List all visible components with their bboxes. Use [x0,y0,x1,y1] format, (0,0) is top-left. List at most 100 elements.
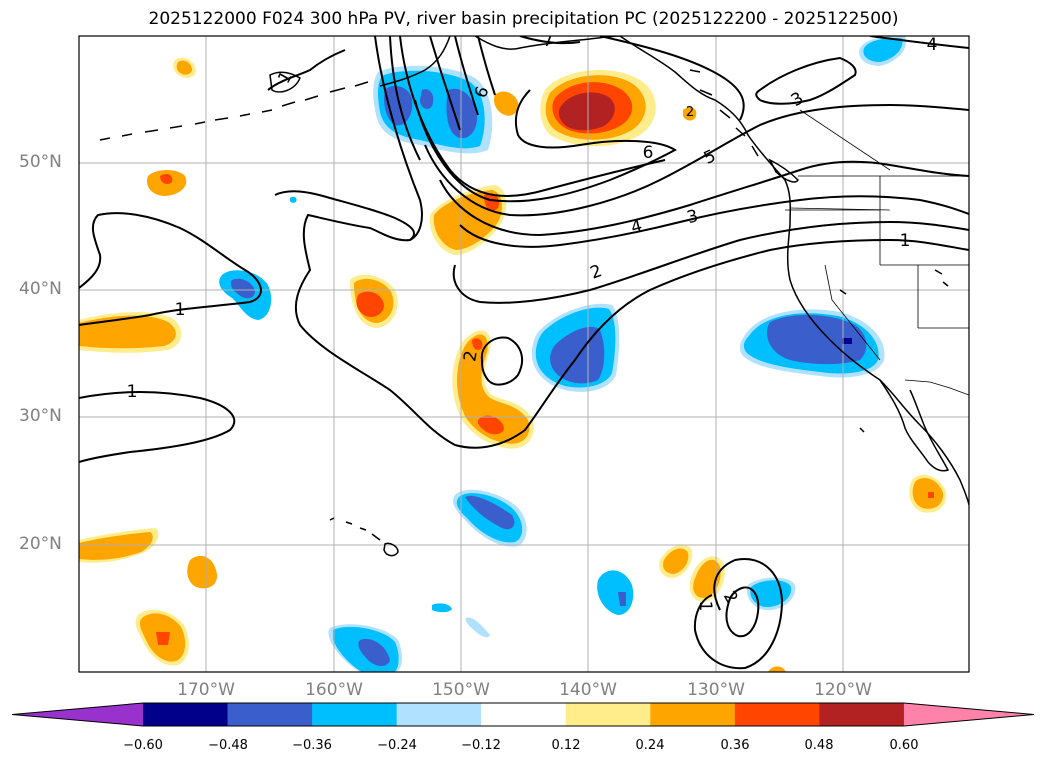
colorbar-bin [819,703,905,726]
pv-contour-2-main [452,220,969,304]
colorbar [11,702,1035,727]
pv-contour-7 [399,36,666,197]
lon-label-140w: 140°W [559,680,617,700]
map-gridlines [79,36,969,672]
precip-blob-positive [472,338,483,350]
pv-contour-3-ne [755,56,857,105]
precip-blob-negative [863,38,903,62]
pv-contour-4 [439,160,969,237]
contour-label: 1 [900,231,911,251]
contour-label: 4 [629,216,645,238]
contour-label: 2 [686,105,694,120]
precip-blob-positive [79,315,176,349]
precip-blob-positive [558,92,615,131]
contour-label: 6 [643,143,654,163]
colorbar-bin [227,703,313,726]
precip-blob-positive [484,193,500,211]
coastline-north-america [619,36,969,506]
coastline-pribilof [269,71,301,93]
precip-blob-positive [187,555,218,589]
precip-blob-positive [663,548,689,574]
precip-blob-positive [928,492,934,498]
colorbar-tick: −0.48 [208,738,248,753]
coastline-baja [879,379,950,472]
colorbar-bin [565,703,651,726]
precip-blob-negative [465,617,490,638]
pv-contour-10 [429,36,461,131]
precip-blob-positive [494,91,519,116]
coastline-ak-islands [689,69,759,157]
pv-contour-7-top [519,36,581,45]
pv-contour-1-big [274,190,969,449]
lon-label-160w: 160°W [305,680,363,700]
precip-shading [79,36,947,672]
pv-contour-3 [459,195,969,248]
contour-label: 2 [719,588,742,607]
lon-label-150w: 150°W [432,680,490,700]
map-title: 2025122000 F024 300 hPa PV, river basin … [148,9,899,29]
colorbar-bin [143,703,229,726]
lon-label-120w: 120°W [814,680,872,700]
pv-contour-11 [454,36,479,116]
pv-contours [79,36,969,670]
lat-label-40n: 40°N [19,279,62,299]
coastline-hawaii [329,517,399,557]
precip-blob-positive [79,532,153,560]
precip-blob-negative [446,88,478,139]
precip-blob-positive [156,632,170,645]
lat-label-30n: 30°N [19,406,62,426]
pv-contour-1-mid [79,391,236,463]
lon-label-130w: 130°W [687,680,745,700]
colorbar-tick: 0.24 [635,738,665,753]
pv-contour-6 [414,89,677,203]
precip-blob-negative [420,89,434,109]
colorbar-bin [650,703,736,726]
colorbar-tick: −0.60 [123,738,163,753]
pv-contour-1-north [267,49,346,91]
colorbar-bin [734,703,820,726]
precip-blob-negative [842,338,852,344]
colorbar-tick: 0.60 [889,738,919,753]
contour-label: 2 [460,349,482,363]
pv-contour-12 [477,36,496,96]
contour-label: 4 [927,35,938,55]
colorbar-bin [312,703,398,726]
colorbar-bin [481,703,567,726]
pv-contour-1-west [79,212,262,326]
coastline-alaska-peninsula [379,36,451,87]
precip-blob-negative [597,570,634,615]
precip-blob-negative [465,495,515,530]
colorbar-tick: 0.48 [804,738,834,753]
pv-contour-9 [374,36,423,241]
colorbar-tick: −0.12 [461,738,501,753]
precip-blob-positive [176,60,192,75]
colorbar-extend-low [12,703,143,726]
pv-contour-4-ne [869,36,969,49]
pv-contour-8 [389,36,421,161]
boundary-us-mexico [904,379,969,396]
contour-label: 1 [127,382,138,402]
contour-label: 3 [685,206,701,228]
colorbar-tick: −0.24 [377,738,417,753]
precip-blob-negative [358,639,390,666]
coastlines [99,36,969,557]
pv-contour-2-sub [725,586,760,638]
lon-label-170w: 170°W [177,680,235,700]
contour-label: 1 [175,300,186,320]
pv-contour-6-top [599,36,745,121]
contour-label: 3 [788,88,807,111]
precip-blob-negative [618,592,626,606]
precip-blob-positive [768,666,786,672]
precip-blob-positive [457,334,530,444]
contour-label: 1 [695,601,715,612]
precip-blob-positive [477,415,504,435]
precip-blob-negative [230,278,255,299]
colorbar-tick: 0.12 [551,738,581,753]
colorbar-tick: −0.36 [292,738,332,753]
political-boundaries [785,109,969,396]
precip-blob-positive [683,107,697,121]
colorbar-tick: 0.36 [720,738,750,753]
colorbar-bin [396,703,482,726]
precip-blob-positive [356,291,384,317]
